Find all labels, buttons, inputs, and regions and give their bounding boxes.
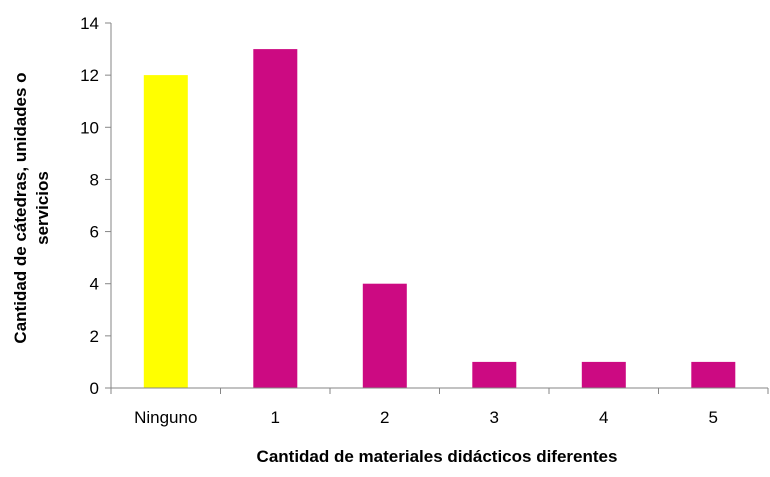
bar-ninguno — [143, 75, 188, 388]
x-tick-label-2: 2 — [380, 408, 389, 427]
bar-3 — [472, 361, 517, 388]
x-tick-label-1: 1 — [271, 408, 280, 427]
y-axis-title-line-2: servicios — [33, 171, 52, 245]
x-tick-label-3: 3 — [490, 408, 499, 427]
bar-2 — [362, 283, 407, 388]
y-tick-label-4: 4 — [90, 275, 99, 294]
y-tick-label-10: 10 — [80, 118, 99, 137]
bar-1 — [253, 49, 298, 388]
x-tick-label-ninguno: Ninguno — [134, 408, 197, 427]
bar-4 — [581, 361, 626, 388]
y-tick-label-2: 2 — [90, 327, 99, 346]
y-axis-title-line-1: Cantidad de cátedras, unidades o — [11, 72, 30, 343]
x-tick-label-4: 4 — [599, 408, 608, 427]
y-tick-label-8: 8 — [90, 170, 99, 189]
bar-5 — [691, 361, 736, 388]
y-tick-label-14: 14 — [80, 14, 99, 33]
x-tick-label-5: 5 — [709, 408, 718, 427]
y-tick-label-0: 0 — [90, 379, 99, 398]
y-tick-label-6: 6 — [90, 223, 99, 242]
y-axis-title: Cantidad de cátedras, unidades o servici… — [11, 72, 52, 343]
x-axis-title: Cantidad de materiales didácticos difere… — [257, 447, 618, 466]
y-tick-label-12: 12 — [80, 66, 99, 85]
